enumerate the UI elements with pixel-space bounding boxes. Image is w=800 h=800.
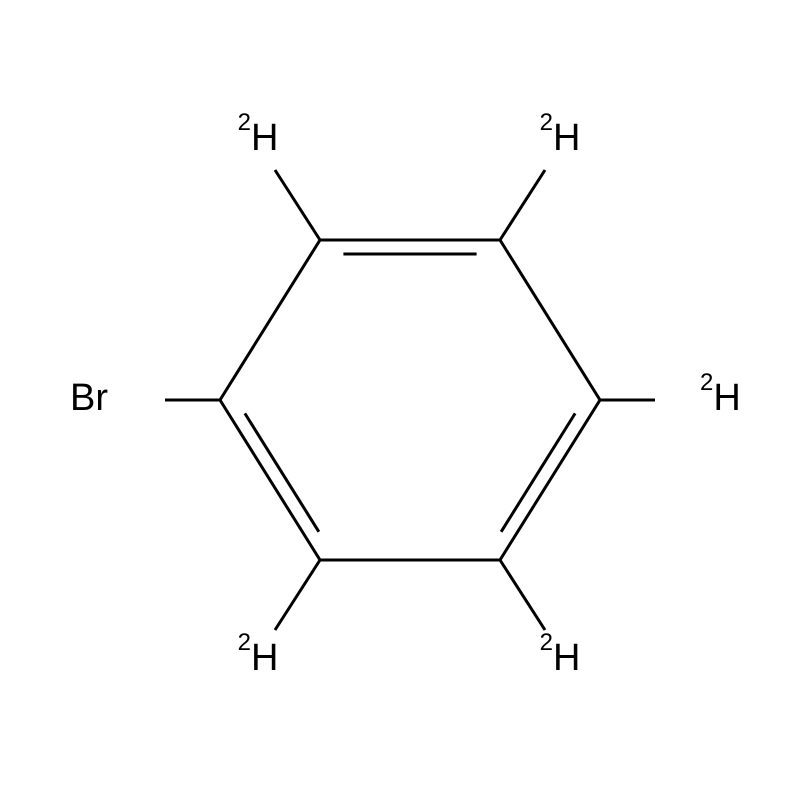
bond [501, 413, 575, 531]
atom-label: 2H [700, 369, 741, 419]
isotope-superscript: 2 [540, 629, 553, 656]
isotope-superscript: 2 [238, 629, 251, 656]
isotope-superscript: 2 [700, 369, 713, 396]
bond [275, 170, 320, 240]
element-symbol: H [553, 637, 580, 679]
atom-label: 2H [540, 109, 581, 159]
atom-label: 2H [540, 629, 581, 679]
bond [500, 400, 600, 560]
atom-label: 2H [238, 629, 279, 679]
element-symbol: H [553, 117, 580, 159]
atom-label: 2H [238, 109, 279, 159]
bond [220, 400, 320, 560]
isotope-superscript: 2 [238, 109, 251, 136]
bond [275, 560, 320, 630]
isotope-superscript: 2 [540, 109, 553, 136]
element-symbol: H [251, 117, 278, 159]
atom-label: Br [70, 377, 108, 419]
bond [500, 240, 600, 400]
bond [500, 170, 545, 240]
bond [500, 560, 545, 630]
molecule-diagram: Br2H2H2H2H2H [0, 0, 800, 800]
element-symbol: H [251, 637, 278, 679]
bond [245, 413, 319, 531]
bond [220, 240, 320, 400]
element-symbol: H [713, 377, 740, 419]
